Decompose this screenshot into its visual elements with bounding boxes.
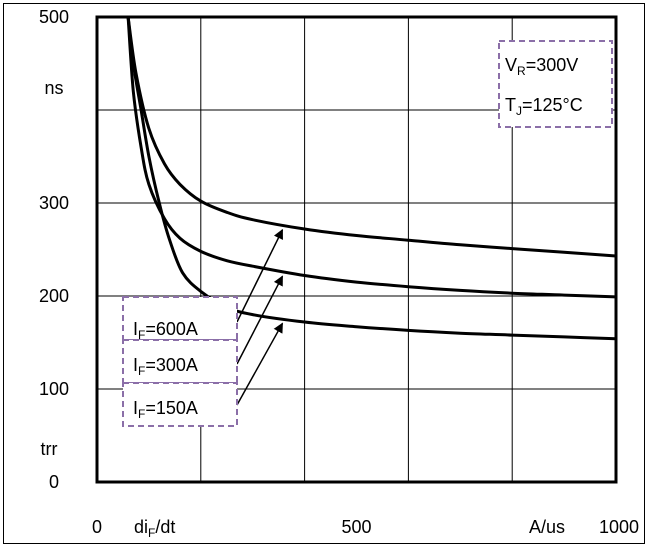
plot-border (95, 15, 618, 484)
x-axis-label: diF/dt (134, 517, 175, 540)
svg-text:IF=150A: IF=150A (133, 398, 198, 421)
x-tick-label: 1000 (599, 517, 639, 537)
series-label-300a: IF=300A (122, 339, 238, 384)
y-tick-label: 500 (39, 7, 69, 27)
svg-text:IF=300A: IF=300A (133, 355, 198, 378)
y-tick-label: 200 (39, 286, 69, 306)
y-unit-label: ns (44, 78, 63, 98)
series-label-600a: IF=600A (122, 296, 238, 342)
x-tick-label: 0 (92, 517, 102, 537)
series-label-arrow (236, 228, 284, 323)
y-tick-label: 0 (49, 472, 59, 492)
series-label-arrow (236, 322, 284, 406)
y-tick-label: 300 (39, 193, 69, 213)
x-axis-label-main: di (134, 517, 148, 537)
series-label-arrow (236, 275, 284, 365)
y-axis-label: trr (41, 439, 58, 459)
y-tick-label: 100 (39, 379, 69, 399)
condition-tj: TJ=125°C (505, 95, 583, 118)
svg-text:IF=600A: IF=600A (133, 319, 198, 342)
series-line-600a (126, 16, 617, 258)
series-label-150a: IF=150A (122, 382, 238, 427)
reverse-recovery-time-chart: 0 100 200 300 500 0 500 1000 ns trr diF/dt A/us… (39, 7, 639, 540)
series-line-300a (126, 16, 617, 299)
conditions-box: VR=300V TJ=125°C (498, 40, 613, 128)
x-tick-label: 500 (341, 517, 371, 537)
condition-vr: VR=300V (505, 55, 578, 78)
x-unit-label: A/us (529, 517, 565, 537)
chart-frame: 0 100 200 300 500 0 500 1000 ns trr diF/dt A/us… (3, 3, 645, 544)
x-axis-label-sub: F (148, 526, 155, 540)
x-axis-label-rest: /dt (155, 517, 175, 537)
